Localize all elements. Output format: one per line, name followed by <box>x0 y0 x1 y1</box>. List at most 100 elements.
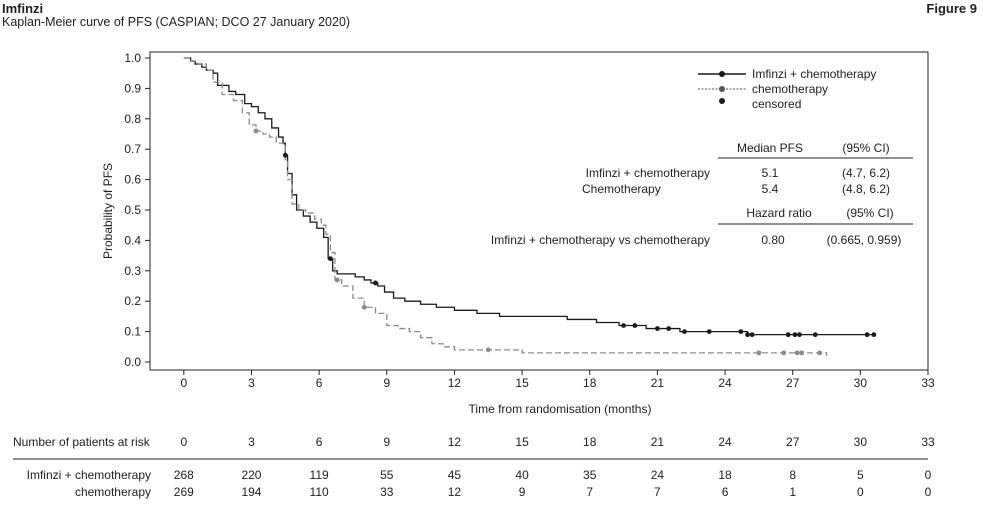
censor-mark-chemo-6 <box>794 350 800 356</box>
censor-mark-imfinzi-2 <box>373 280 378 286</box>
censor-mark-imfinzi-3 <box>621 323 626 328</box>
legend-censored-label: censored <box>752 97 801 111</box>
risk-table-title: Number of patients at risk <box>13 435 151 449</box>
risk-row-1-value-11: 0 <box>925 468 932 482</box>
product-title: Imfinzi <box>2 1 44 16</box>
summary-hr-label: Imfinzi + chemotherapy vs chemotherapy <box>491 233 710 247</box>
x-tick-label-6: 18 <box>583 376 597 390</box>
risk-row-2-value-5: 9 <box>519 485 526 499</box>
risk-row-1-value-8: 18 <box>718 468 732 482</box>
chart-subtitle: Kaplan-Meier curve of PFS (CASPIAN; DCO … <box>2 15 351 29</box>
x-tick-label-0: 0 <box>180 376 187 390</box>
risk-time-1: 3 <box>248 435 255 449</box>
x-tick-label-10: 30 <box>854 376 868 390</box>
censor-mark-imfinzi-13 <box>792 332 798 338</box>
censor-mark-imfinzi-10 <box>745 332 750 338</box>
censor-mark-chemo-1 <box>334 277 340 283</box>
risk-row-1-value-6: 35 <box>583 468 597 482</box>
risk-time-9: 27 <box>786 435 800 449</box>
x-tick-label-5: 15 <box>515 376 529 390</box>
risk-time-4: 12 <box>448 435 462 449</box>
x-tick-label-3: 9 <box>383 376 390 390</box>
censor-mark-chemo-3 <box>485 347 491 353</box>
censor-mark-imfinzi-0 <box>282 152 288 158</box>
x-tick-label-7: 21 <box>651 376 665 390</box>
series-chemo-curve <box>183 57 828 356</box>
plot-frame <box>149 51 929 371</box>
risk-time-2: 6 <box>316 435 323 449</box>
x-tick-label-8: 24 <box>718 376 732 390</box>
risk-row-2-value-10: 0 <box>857 485 864 499</box>
risk-time-6: 18 <box>583 435 597 449</box>
y-tick-label-4: 0.4 <box>124 233 141 247</box>
risk-row-1-value-0: 268 <box>174 468 194 482</box>
y-tick-label-5: 0.5 <box>124 203 141 217</box>
censor-mark-chemo-8 <box>817 350 823 356</box>
y-tick-label-10: 1.0 <box>124 51 141 65</box>
y-tick-label-2: 0.2 <box>124 294 141 308</box>
summary-hr-ci-header: (95% CI) <box>846 206 893 220</box>
legend-chemo-marker <box>719 86 725 92</box>
y-axis-label: Probability of PFS <box>101 163 115 259</box>
summary-row-1-label: Imfinzi + chemotherapy <box>586 166 710 180</box>
risk-time-7: 21 <box>651 435 665 449</box>
risk-row-2-value-3: 33 <box>380 485 394 499</box>
summary-ci-header: (95% CI) <box>842 141 889 155</box>
risk-row-2-value-9: 1 <box>789 485 796 499</box>
summary-table: Median PFS (95% CI) Imfinzi + chemothera… <box>491 141 913 247</box>
x-tick-label-11: 33 <box>921 376 935 390</box>
censor-mark-chemo-4 <box>756 350 762 356</box>
risk-row-1-value-3: 55 <box>380 468 394 482</box>
risk-row-2-value-7: 7 <box>654 485 661 499</box>
y-tick-label-6: 0.6 <box>124 173 141 187</box>
y-tick-label-1: 0.1 <box>124 325 141 339</box>
x-tick-label-1: 3 <box>248 376 255 390</box>
censor-mark-imfinzi-7 <box>682 329 687 334</box>
risk-time-3: 9 <box>383 435 390 449</box>
legend-chemo-label: chemotherapy <box>752 82 828 96</box>
risk-row-2-value-4: 12 <box>448 485 462 499</box>
censor-mark-imfinzi-11 <box>749 332 755 338</box>
risk-time-10: 30 <box>854 435 868 449</box>
censor-mark-chemo-7 <box>799 350 805 356</box>
risk-time-0: 0 <box>180 435 187 449</box>
risk-table: Number of patients at risk Imfinzi + che… <box>13 435 928 499</box>
risk-row-2-value-0: 269 <box>174 485 194 499</box>
risk-row-1-value-2: 119 <box>310 468 329 482</box>
y-tick-label-3: 0.3 <box>124 264 141 278</box>
risk-row-1-value-4: 45 <box>448 468 462 482</box>
risk-row-2-value-8: 6 <box>722 485 729 499</box>
legend-imfinzi-marker <box>719 71 725 77</box>
censor-mark-imfinzi-12 <box>785 332 791 338</box>
risk-row-1-value-1: 220 <box>241 468 261 482</box>
summary-row-2-label: Chemotherapy <box>582 182 661 196</box>
summary-row-1-ci: (4.7, 6.2) <box>842 166 890 180</box>
summary-median-header: Median PFS <box>737 141 803 155</box>
summary-row-2-ci: (4.8, 6.2) <box>842 182 890 196</box>
censor-mark-imfinzi-1 <box>328 256 333 262</box>
y-tick-label-9: 0.9 <box>124 81 141 95</box>
risk-row-2-value-11: 0 <box>925 485 932 499</box>
censor-mark-chemo-0 <box>253 128 259 134</box>
censor-mark-imfinzi-6 <box>666 326 672 331</box>
censor-mark-imfinzi-15 <box>812 332 818 338</box>
series-imfinzi-curve <box>183 57 872 336</box>
risk-row-1-value-9: 8 <box>789 468 796 482</box>
censor-mark-imfinzi-17 <box>871 332 877 338</box>
x-tick-label-4: 12 <box>448 376 462 390</box>
risk-row-1-value-7: 24 <box>651 468 665 482</box>
censor-mark-imfinzi-9 <box>738 329 744 334</box>
y-tick-label-7: 0.7 <box>124 142 141 156</box>
legend: Imfinzi + chemotherapy chemotherapy cens… <box>698 67 876 111</box>
summary-hr-value: 0.80 <box>761 233 785 247</box>
risk-time-5: 15 <box>515 435 529 449</box>
risk-row-2-label: chemotherapy <box>75 485 151 499</box>
x-tick-label-9: 27 <box>786 376 800 390</box>
censor-mark-imfinzi-14 <box>797 332 802 338</box>
risk-row-2-value-6: 7 <box>586 485 593 499</box>
censor-mark-imfinzi-8 <box>706 329 712 334</box>
risk-row-2-value-1: 194 <box>241 485 261 499</box>
x-tick-label-2: 6 <box>316 376 323 390</box>
summary-hr-ci: (0.665, 0.959) <box>827 233 902 247</box>
